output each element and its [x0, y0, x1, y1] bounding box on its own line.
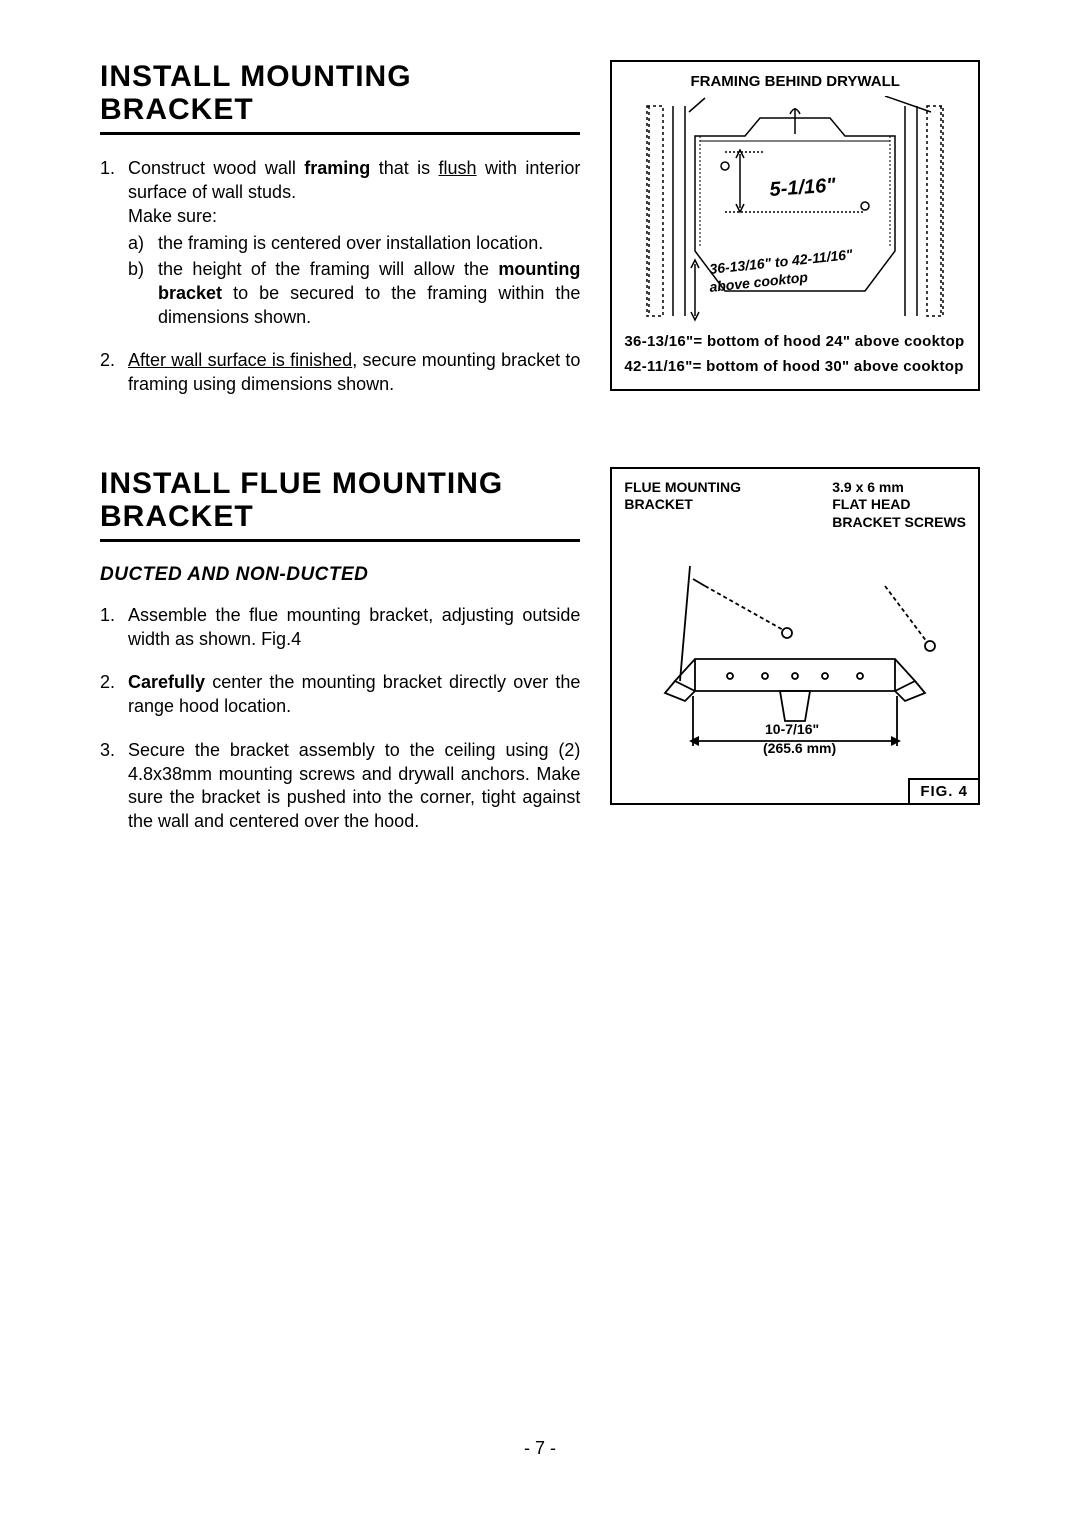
- text: 3.9 x 6 mm: [832, 479, 904, 495]
- section1-text: INSTALL MOUNTING BRACKET 1. Construct wo…: [100, 60, 580, 417]
- title-line: BRACKET: [100, 500, 254, 533]
- text: Make sure:: [128, 206, 217, 226]
- title-line: BRACKET: [100, 93, 254, 126]
- text: BRACKET: [624, 496, 692, 512]
- section1-rule: [100, 132, 580, 135]
- svg-text:(265.6 mm): (265.6 mm): [763, 740, 836, 756]
- section2-title: INSTALL FLUE MOUNTING BRACKET: [100, 467, 580, 533]
- sub-letter: a): [128, 232, 144, 256]
- screws-label: 3.9 x 6 mm FLAT HEAD BRACKET SCREWS: [832, 479, 966, 532]
- section2-rule: [100, 539, 580, 542]
- section2-text: INSTALL FLUE MOUNTING BRACKET DUCTED AND…: [100, 467, 580, 854]
- section1-figure: FRAMING BEHIND DRYWALL: [610, 60, 980, 391]
- section1-list: 1. Construct wood wall framing that is f…: [100, 157, 580, 397]
- svg-text:5-1/16": 5-1/16": [769, 174, 837, 201]
- item-number: 1.: [100, 604, 115, 628]
- text: the height of the framing will allow the: [158, 259, 498, 279]
- item-number: 3.: [100, 739, 115, 763]
- text: FLAT HEAD: [832, 496, 910, 512]
- svg-text:10-7/16": 10-7/16": [765, 721, 819, 737]
- text: Assemble the flue mounting bracket, adju…: [128, 605, 580, 649]
- figure-box: FLUE MOUNTING BRACKET 3.9 x 6 mm FLAT HE…: [610, 467, 980, 806]
- title-line: INSTALL MOUNTING: [100, 60, 412, 93]
- flue-bracket-label: FLUE MOUNTING BRACKET: [624, 479, 741, 532]
- bold-text: framing: [304, 158, 370, 178]
- item-number: 1.: [100, 157, 115, 181]
- page-number: - 7 -: [0, 1438, 1080, 1459]
- sub-item: a) the framing is centered over installa…: [128, 232, 580, 256]
- flue-bracket-diagram: 10-7/16" (265.6 mm): [635, 531, 955, 771]
- underline-text: flush: [439, 158, 477, 178]
- sub-list: a) the framing is centered over installa…: [128, 232, 580, 329]
- section-install-mounting-bracket: INSTALL MOUNTING BRACKET 1. Construct wo…: [100, 60, 980, 417]
- figure-top-label: FRAMING BEHIND DRYWALL: [624, 72, 966, 92]
- text: FLUE MOUNTING: [624, 479, 741, 495]
- list-item: 3. Secure the bracket assembly to the ce…: [100, 739, 580, 834]
- text: BRACKET SCREWS: [832, 514, 966, 530]
- figure-caption: 36-13/16"= bottom of hood 24" above cook…: [624, 332, 966, 352]
- text: Secure the bracket assembly to the ceili…: [128, 740, 580, 831]
- sub-letter: b): [128, 258, 144, 282]
- title-line: INSTALL FLUE MOUNTING: [100, 467, 503, 500]
- text: to be secured to the framing within the …: [158, 283, 580, 327]
- item-number: 2.: [100, 349, 115, 373]
- section2-figure: FLUE MOUNTING BRACKET 3.9 x 6 mm FLAT HE…: [610, 467, 980, 806]
- list-item: 1. Assemble the flue mounting bracket, a…: [100, 604, 580, 652]
- figure-number: FIG. 4: [908, 778, 980, 806]
- text: the framing is centered over installatio…: [158, 233, 543, 253]
- list-item: 1. Construct wood wall framing that is f…: [100, 157, 580, 329]
- section1-title: INSTALL MOUNTING BRACKET: [100, 60, 580, 126]
- item-number: 2.: [100, 671, 115, 695]
- sub-item: b) the height of the framing will allow …: [128, 258, 580, 329]
- figure-box: FRAMING BEHIND DRYWALL: [610, 60, 980, 391]
- text: that is: [370, 158, 438, 178]
- figure-caption: 42-11/16"= bottom of hood 30" above cook…: [624, 357, 966, 377]
- underline-text: After wall surface is finished: [128, 350, 352, 370]
- section2-list: 1. Assemble the flue mounting bracket, a…: [100, 604, 580, 834]
- framing-diagram: 5-1/16" 36-13/16" to 42-11/16" above coo…: [635, 96, 955, 326]
- section2-subhead: DUCTED AND NON-DUCTED: [100, 564, 580, 586]
- list-item: 2. After wall surface is finished, secur…: [100, 349, 580, 397]
- text: Construct wood wall: [128, 158, 304, 178]
- section-install-flue-mounting-bracket: INSTALL FLUE MOUNTING BRACKET DUCTED AND…: [100, 467, 980, 854]
- bold-text: Carefully: [128, 672, 205, 692]
- list-item: 2. Carefully center the mounting bracket…: [100, 671, 580, 719]
